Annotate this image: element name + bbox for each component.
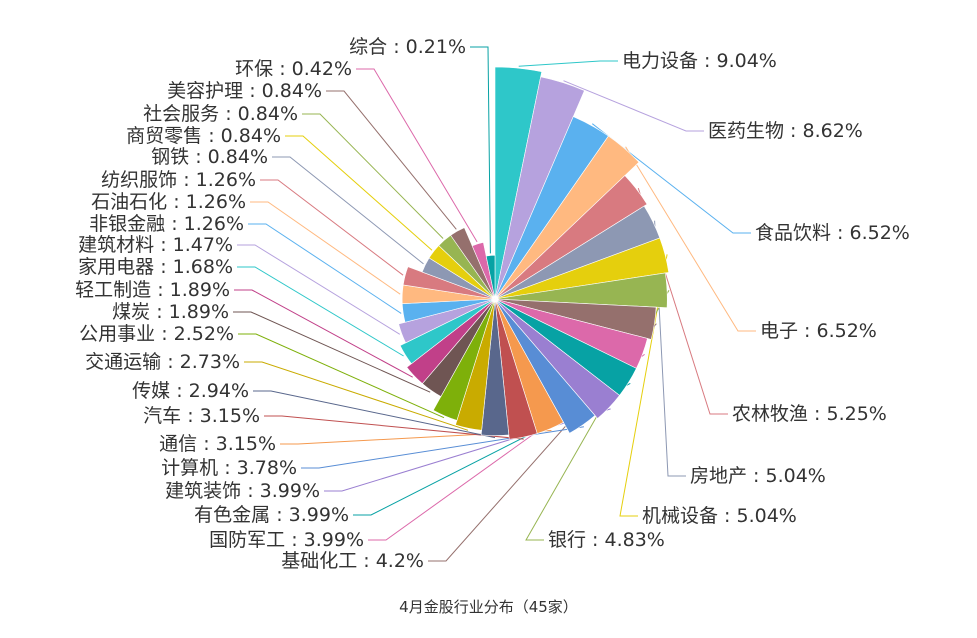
slice-label-1: 电力设备 : 9.04% <box>622 50 777 72</box>
leader-line-3 <box>591 123 751 234</box>
slice-label-24: 石油石化 : 1.26% <box>91 191 246 213</box>
slice-label-28: 社会服务 : 0.84% <box>143 103 298 125</box>
leader-line-16 <box>253 390 496 439</box>
slice-label-12: 建筑装饰 : 3.99% <box>165 480 320 502</box>
leader-line-31 <box>470 46 491 254</box>
leader-line-4 <box>625 146 756 332</box>
slice-labels: 电力设备 : 9.04% 医药生物 : 8.62% 食品饮料 : 6.52% 电子 :… <box>75 36 910 572</box>
leader-line-24 <box>250 201 401 295</box>
slices <box>398 66 670 440</box>
leader-line-26 <box>272 156 424 265</box>
slice-8[interactable] <box>494 272 668 309</box>
leader-line-15 <box>264 415 524 440</box>
slice-21[interactable] <box>399 298 496 365</box>
leader-line-25 <box>260 179 404 276</box>
slice-20[interactable] <box>406 298 496 385</box>
slice-31[interactable] <box>485 254 496 300</box>
slice-17[interactable] <box>455 298 496 431</box>
slice-label-7: 机械设备 : 5.04% <box>642 505 797 527</box>
slice-25[interactable] <box>402 266 496 300</box>
slice-label-21: 家用电器 : 1.68% <box>78 256 233 278</box>
leader-line-7 <box>619 254 668 517</box>
slice-15[interactable] <box>494 298 538 440</box>
leader-line-20 <box>234 289 413 378</box>
slice-16[interactable] <box>480 298 510 436</box>
slice-label-6: 房地产 : 5.04% <box>690 465 826 487</box>
slice-label-16: 传媒 : 2.94% <box>132 380 249 402</box>
slice-label-9: 基础化工 : 4.2% <box>281 550 424 572</box>
slice-label-22: 建筑材料 : 1.47% <box>78 234 233 256</box>
slice-label-30: 环保 : 0.42% <box>235 58 352 80</box>
slice-12[interactable] <box>494 298 620 419</box>
slice-label-27: 商贸零售 : 0.84% <box>126 125 281 147</box>
slice-label-25: 纺织服饰 : 1.26% <box>101 169 256 191</box>
slice-29[interactable] <box>450 227 496 300</box>
leader-line-19 <box>233 311 431 393</box>
leader-line-1 <box>518 60 618 67</box>
leader-line-29 <box>326 90 457 230</box>
slice-label-29: 美容护理 : 0.84% <box>167 80 322 102</box>
slice-label-11: 有色金属 : 3.99% <box>194 504 349 526</box>
slice-label-14: 通信 : 3.15% <box>159 433 276 455</box>
slice-label-4: 电子 : 6.52% <box>760 320 877 342</box>
leader-line-18 <box>238 333 445 419</box>
slice-18[interactable] <box>432 298 496 421</box>
leader-line-27 <box>285 135 433 251</box>
slice-label-2: 医药生物 : 8.62% <box>708 120 863 142</box>
chart-title: 4月金股行业分布（45家） <box>399 598 578 616</box>
slice-5[interactable] <box>494 175 648 300</box>
leader-line-28 <box>302 113 444 239</box>
leader-line-30 <box>356 68 478 243</box>
slice-label-8: 银行 : 4.83% <box>548 529 665 551</box>
slice-label-18: 公用事业 : 2.52% <box>79 323 234 345</box>
slice-label-5: 农林牧渔 : 5.25% <box>732 403 887 425</box>
slice-2[interactable] <box>494 76 585 300</box>
slice-9[interactable] <box>494 298 657 340</box>
leader-line-23 <box>248 223 402 314</box>
slice-30[interactable] <box>471 241 496 300</box>
slice-22[interactable] <box>398 298 496 344</box>
leader-line-13 <box>301 426 584 469</box>
slice-label-17: 交通运输 : 2.73% <box>85 351 240 373</box>
slice-label-3: 食品饮料 : 6.52% <box>755 222 910 244</box>
leader-line-2 <box>563 80 704 132</box>
slice-label-23: 非银金融 : 1.26% <box>89 213 244 235</box>
slice-label-13: 计算机 : 3.78% <box>161 457 297 479</box>
leader-line-21 <box>237 266 404 357</box>
slice-4[interactable] <box>494 135 640 300</box>
slice-label-31: 综合 : 0.21% <box>349 36 466 58</box>
slice-label-19: 煤炭 : 1.89% <box>112 301 229 323</box>
slice-label-20: 轻工制造 : 1.89% <box>75 279 230 301</box>
leader-line-17 <box>244 361 469 431</box>
slice-7[interactable] <box>494 237 670 300</box>
slice-label-15: 汽车 : 3.15% <box>143 405 260 427</box>
leader-line-14 <box>280 430 552 445</box>
slice-label-26: 钢铁 : 0.84% <box>151 146 268 168</box>
leader-line-22 <box>237 244 401 335</box>
slice-13[interactable] <box>494 298 596 434</box>
slice-label-10: 国防军工 : 3.99% <box>209 529 364 551</box>
